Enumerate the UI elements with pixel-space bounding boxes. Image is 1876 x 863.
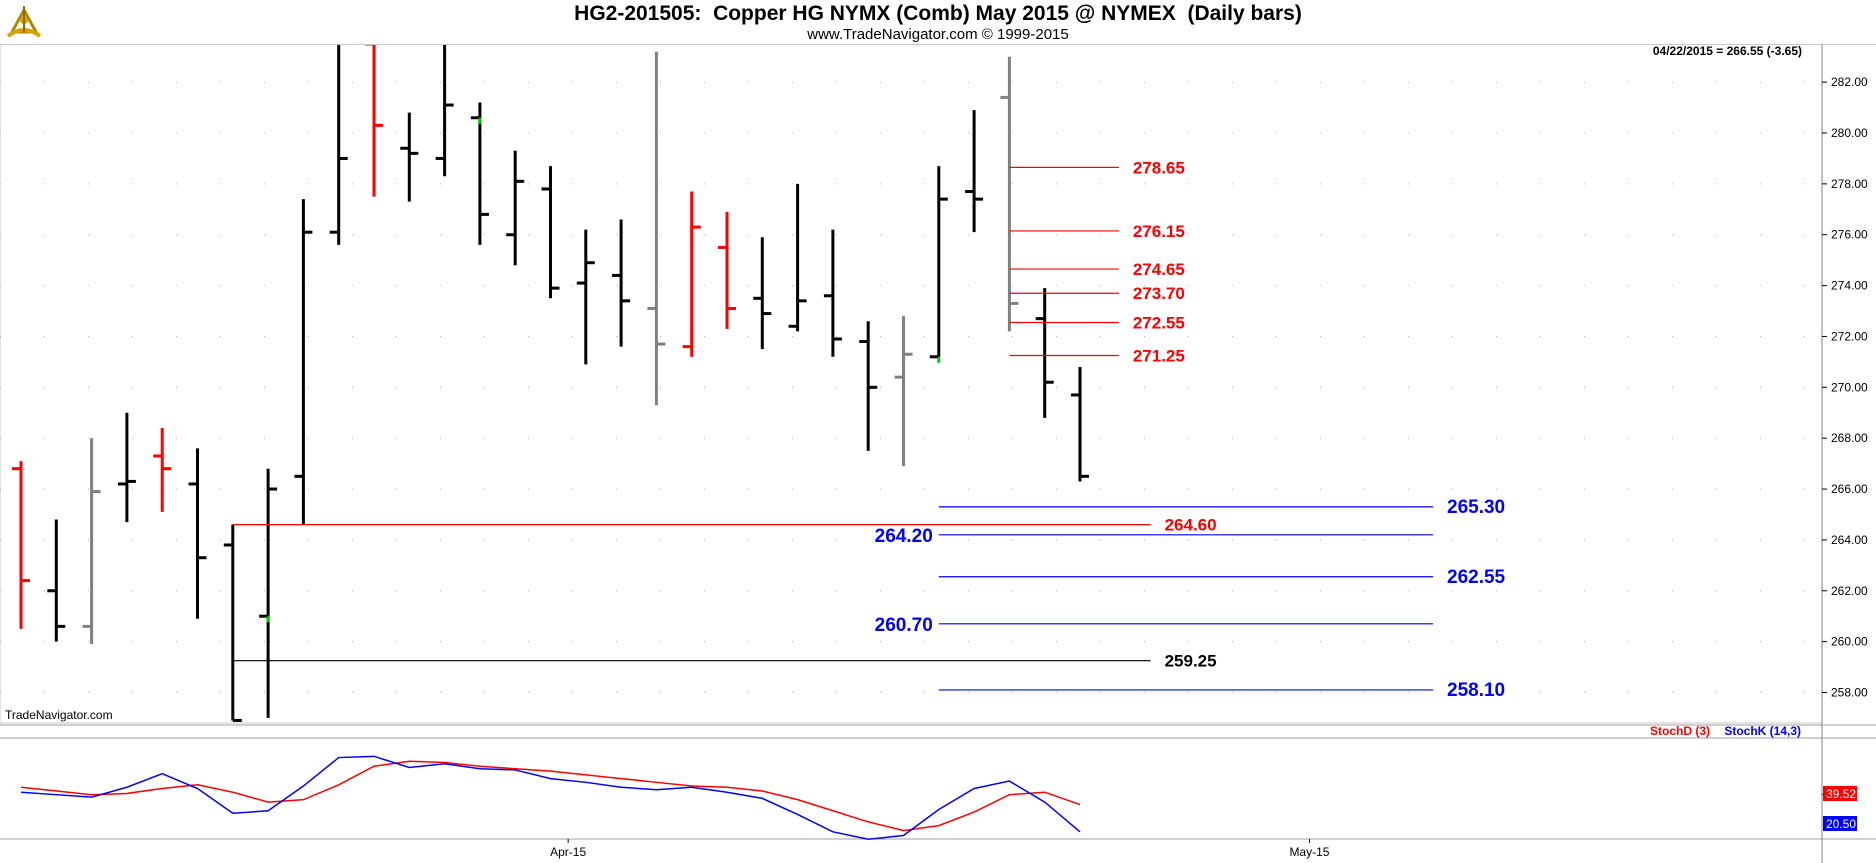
y-tick-label: 274.00 — [1831, 279, 1868, 293]
last-value-box — [1823, 816, 1857, 831]
y-tick-label: 276.00 — [1831, 228, 1868, 242]
sextant-logo-icon — [6, 6, 42, 38]
y-tick-label: 258.00 — [1831, 685, 1868, 699]
level-label: 264.20 — [875, 526, 933, 547]
y-tick-label: 278.00 — [1831, 177, 1868, 191]
chart-subtitle: www.TradeNavigator.com © 1999-2015 — [807, 26, 1069, 43]
level-label: 276.15 — [1133, 222, 1185, 241]
level-label: 265.30 — [1447, 497, 1505, 518]
level-label: 278.65 — [1133, 158, 1185, 177]
date-axis: Apr-15 May-15 — [550, 839, 1330, 859]
y-tick-label: 264.00 — [1831, 533, 1868, 547]
stoch-line — [20, 760, 1081, 832]
watermark: TradeNavigator.com — [5, 708, 113, 722]
level-label: 271.25 — [1133, 347, 1185, 366]
y-tick-label: 282.00 — [1831, 75, 1868, 89]
stochk-legend: StochK (14,3) — [1724, 724, 1801, 738]
level-label: 260.70 — [875, 615, 933, 636]
y-tick-label: 268.00 — [1831, 431, 1868, 445]
fib-levels: 278.65 276.15 274.65 273.70 272.55 271.25 265.… — [232, 158, 1506, 701]
y-tick-label: 262.00 — [1831, 584, 1868, 598]
chart-header: HG2-201505: Copper HG NYMX (Comb) May 20… — [0, 0, 1876, 45]
stoch-line — [20, 755, 1081, 840]
price-bars — [12, 42, 1089, 722]
price-axis: 258.00 260.00 262.00 264.00 266.00 268.00 270.… — [1822, 75, 1868, 699]
level-label: 264.60 — [1165, 516, 1217, 535]
last-price-readout: 04/22/2015 = 266.55 (-3.65) — [1653, 44, 1802, 58]
y-tick-label: 272.00 — [1831, 329, 1868, 343]
y-tick-label: 280.00 — [1831, 126, 1868, 140]
stochd-legend: StochD (3) — [1650, 724, 1710, 738]
last-value-label: 39.52 — [1826, 787, 1856, 801]
level-label: 273.70 — [1133, 284, 1185, 303]
y-tick-label: 260.00 — [1831, 635, 1868, 649]
y-tick-label: 266.00 — [1831, 482, 1868, 496]
last-value-box — [1823, 786, 1857, 801]
last-value-label: 20.50 — [1826, 817, 1856, 831]
level-label: 272.55 — [1133, 313, 1185, 332]
y-tick-label: 270.00 — [1831, 380, 1868, 394]
level-label: 274.65 — [1133, 260, 1185, 279]
level-label: 262.55 — [1447, 567, 1506, 588]
x-tick-label: May-15 — [1289, 845, 1329, 859]
chart-title: HG2-201505: Copper HG NYMX (Comb) May 20… — [574, 2, 1302, 25]
level-label: 259.25 — [1165, 652, 1217, 671]
level-label: 258.10 — [1447, 680, 1505, 701]
x-tick-label: Apr-15 — [550, 845, 586, 859]
